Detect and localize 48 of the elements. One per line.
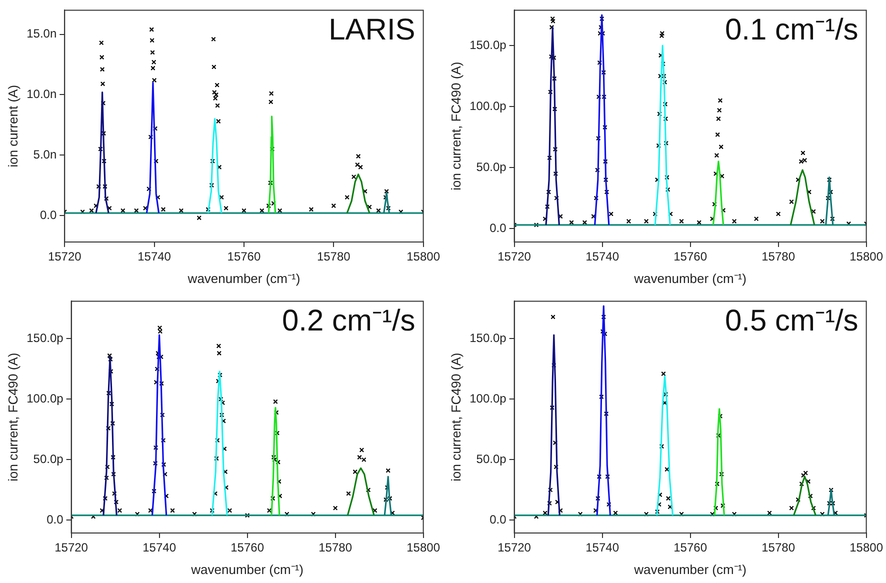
y-tick-label: 0.0 — [40, 208, 57, 222]
y-tick-label: 100.0p — [470, 392, 507, 406]
x-tick-label: 15780 — [318, 540, 352, 555]
y-tick-label: 50.0p — [476, 160, 507, 174]
y-tick-label: 150.0p — [470, 38, 507, 52]
x-tick-label: 15780 — [762, 250, 796, 264]
chart-title: LARIS — [328, 13, 416, 46]
x-tick-label: 15760 — [674, 250, 708, 264]
x-tick-label: 15720 — [498, 540, 532, 555]
y-tick-label: 150.0p — [470, 331, 507, 346]
chart-title: 0.5 cm⁻¹/s — [724, 304, 858, 338]
x-tick-label: 15780 — [762, 540, 796, 555]
x-tick-label: 15720 — [54, 540, 88, 555]
y-tick-label: 0.0 — [46, 512, 64, 526]
y-tick-label: 10.0n — [26, 87, 57, 102]
y-axis-title: ion current, FC490 (A) — [5, 352, 20, 482]
chart-title: 0.1 cm⁻¹/s — [724, 13, 858, 46]
y-tick-label: 100.0p — [26, 392, 64, 406]
y-axis-title: ion current, FC490 (A) — [448, 62, 464, 190]
x-axis-title: wavenumber (cm⁻¹) — [190, 562, 304, 577]
x-tick-label: 15760 — [674, 540, 708, 555]
x-axis-title: wavenumber (cm⁻¹) — [633, 270, 746, 286]
x-tick-label: 15780 — [316, 250, 351, 264]
y-tick-label: 50.0p — [33, 452, 64, 466]
x-tick-label: 15800 — [850, 250, 884, 264]
chart-title: 0.2 cm⁻¹/s — [282, 304, 416, 338]
x-tick-label: 15740 — [138, 250, 172, 264]
x-axis-title: wavenumber (cm⁻¹) — [633, 562, 746, 577]
y-axis-title: ion current, FC490 (A) — [448, 352, 464, 482]
x-tick-label: 15800 — [406, 540, 440, 555]
x-tick-label: 15720 — [498, 250, 532, 264]
x-tick-label: 15740 — [586, 540, 620, 555]
y-tick-label: 5.0n — [33, 147, 57, 162]
y-tick-label: 150.0p — [26, 331, 64, 346]
y-tick-label: 0.0 — [490, 220, 507, 235]
x-tick-label: 15800 — [406, 250, 440, 264]
y-tick-label: 0.0 — [490, 512, 507, 526]
y-tick-label: 100.0p — [470, 98, 507, 113]
x-axis-title: wavenumber (cm⁻¹) — [186, 270, 300, 286]
y-tick-label: 15.0n — [26, 26, 57, 41]
x-tick-label: 15740 — [586, 250, 620, 264]
x-tick-label: 15760 — [227, 250, 261, 264]
x-tick-label: 15720 — [48, 250, 82, 264]
y-axis-title: ion current (A) — [5, 84, 20, 168]
x-tick-label: 15800 — [850, 540, 884, 555]
y-tick-label: 50.0p — [476, 452, 507, 466]
x-tick-label: 15740 — [142, 540, 176, 555]
x-tick-label: 15760 — [230, 540, 264, 555]
